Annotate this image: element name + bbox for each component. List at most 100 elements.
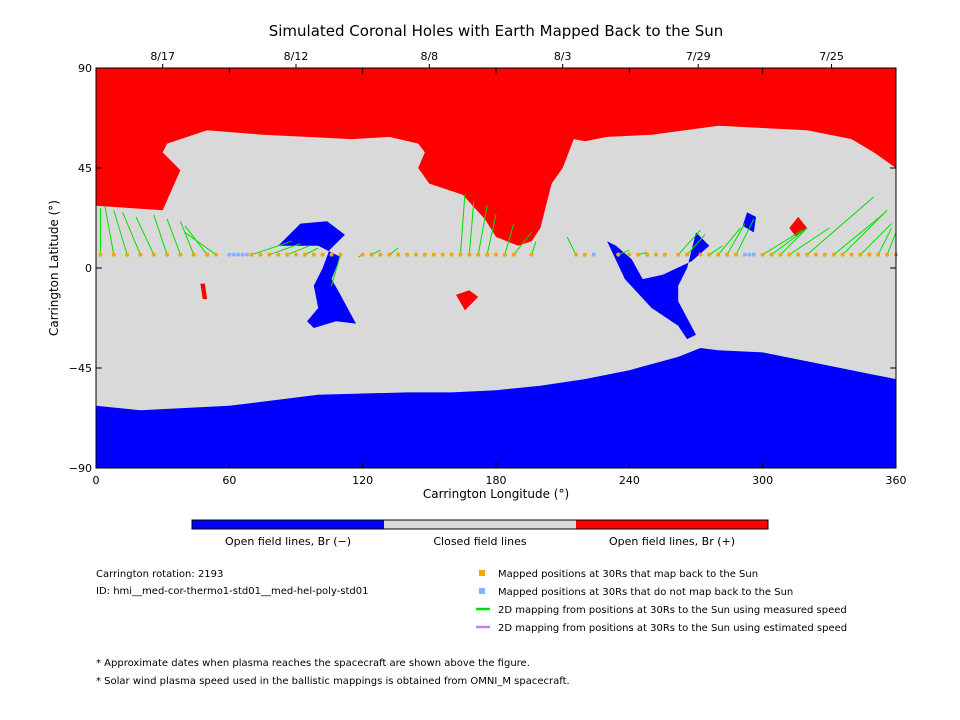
mapped-point-18 — [320, 252, 325, 257]
mapped-point-51 — [707, 252, 712, 257]
mapped-point-47 — [662, 252, 667, 257]
colorbar-label-0: Open field lines, Br (−) — [225, 535, 351, 548]
mapping-line-10 — [251, 240, 292, 256]
legend: Mapped positions at 30Rs that map back t… — [476, 569, 847, 634]
mapped-point-29 — [431, 252, 436, 257]
mapping-line-9 — [184, 232, 217, 256]
mapped-point-38 — [511, 252, 516, 257]
mapped-point-23 — [378, 252, 383, 257]
unmapped-point-1 — [231, 252, 236, 257]
mapped-point-64 — [840, 252, 845, 257]
mapped-point-4 — [151, 252, 156, 257]
mapping-line-31 — [717, 227, 741, 255]
plot-area — [95, 67, 898, 469]
unmapped-point-6 — [742, 252, 747, 257]
mapped-point-54 — [734, 252, 738, 257]
x-tick-label-1: 60 — [222, 474, 236, 487]
mapping-line-30 — [709, 245, 723, 256]
mapping-line-33 — [735, 218, 755, 255]
mapped-point-9 — [214, 252, 218, 257]
legend-marker-0 — [479, 570, 485, 576]
mapping-line-29 — [686, 234, 706, 255]
colorbar-label-2: Open field lines, Br (+) — [609, 535, 735, 548]
mapping-line-20 — [477, 205, 488, 255]
equatorial-hole-3 — [200, 283, 208, 300]
mapped-point-13 — [276, 252, 281, 257]
mapped-point-55 — [760, 252, 765, 257]
negative-hole-extension — [607, 232, 710, 340]
mapped-point-19 — [329, 252, 334, 257]
mapped-point-17 — [311, 252, 316, 257]
mapped-point-10 — [249, 252, 254, 257]
date-label-0: 8/17 — [150, 50, 175, 63]
x-tick-label-2: 120 — [352, 474, 373, 487]
mapped-point-34 — [476, 252, 481, 257]
mapped-point-20 — [338, 252, 343, 257]
mapped-point-58 — [787, 252, 792, 257]
note-dates: * Approximate dates when plasma reaches … — [96, 658, 530, 669]
mapped-point-66 — [858, 252, 863, 257]
mapping-line-19 — [468, 201, 475, 255]
mapping-line-37 — [789, 227, 830, 256]
mapped-point-36 — [494, 252, 498, 257]
mapped-point-11 — [258, 252, 263, 257]
y-tick-label-4: −90 — [69, 462, 92, 475]
legend-label-1: Mapped positions at 30Rs that do not map… — [498, 587, 793, 598]
x-tick-label-3: 180 — [486, 474, 507, 487]
mapped-point-30 — [440, 252, 445, 257]
legend-marker-1 — [479, 588, 485, 594]
unmapped-point-4 — [245, 252, 250, 257]
mapped-point-44 — [636, 252, 641, 257]
mapped-point-31 — [449, 252, 454, 257]
mapped-point-46 — [654, 252, 658, 257]
mapped-point-5 — [165, 252, 170, 257]
colorbar-segment-1 — [384, 520, 576, 529]
x-tick-label-5: 300 — [752, 474, 773, 487]
mapped-point-68 — [876, 252, 881, 257]
mapping-line-28 — [677, 229, 701, 256]
x-tick-label-6: 360 — [886, 474, 907, 487]
mapped-point-27 — [414, 252, 418, 257]
mapping-line-25 — [566, 236, 577, 255]
legend-label-2: 2D mapping from positions at 30Rs to the… — [498, 605, 847, 616]
equatorial-hole-4 — [456, 290, 479, 311]
mapped-point-53 — [725, 252, 730, 257]
colorbar: Open field lines, Br (−) Closed field lin… — [191, 519, 769, 548]
south-polar-hole — [96, 348, 896, 468]
unmapped-point-2 — [236, 252, 241, 257]
mapping-line-5 — [153, 214, 168, 255]
mapped-point-0 — [98, 252, 103, 257]
y-tick-label-2: 0 — [85, 262, 92, 275]
x-tick-label-4: 240 — [619, 474, 640, 487]
unmapped-point-7 — [747, 252, 752, 257]
x-tick-label-0: 0 — [93, 474, 100, 487]
unmapped-point-5 — [591, 252, 596, 257]
mapping-line-12 — [286, 245, 310, 256]
mapped-point-24 — [387, 252, 392, 257]
mapping-line-18 — [459, 194, 466, 255]
mapping-line-43 — [886, 232, 897, 255]
mapped-point-49 — [685, 252, 690, 257]
mapping-line-3 — [122, 212, 141, 255]
mapped-point-26 — [405, 252, 410, 257]
mapping-line-42 — [877, 227, 893, 255]
north-polar-hole — [96, 68, 896, 246]
legend-label-3: 2D mapping from positions at 30Rs to the… — [498, 623, 847, 634]
unmapped-point-0 — [227, 252, 232, 257]
mapped-point-52 — [716, 252, 721, 257]
mapped-point-62 — [822, 252, 827, 257]
mapping-line-23 — [513, 232, 532, 255]
mapped-point-43 — [627, 252, 632, 257]
mapped-point-32 — [458, 252, 463, 257]
colorbar-label-1: Closed field lines — [433, 535, 527, 548]
mapped-point-56 — [769, 252, 774, 257]
mapped-point-22 — [369, 252, 374, 257]
mapped-point-33 — [467, 252, 472, 257]
mapped-point-63 — [831, 252, 836, 257]
mapped-point-3 — [138, 252, 143, 257]
colorbar-frame — [191, 519, 769, 530]
mapped-point-28 — [422, 252, 427, 257]
mapped-point-42 — [616, 252, 621, 257]
mapped-point-14 — [285, 252, 290, 257]
